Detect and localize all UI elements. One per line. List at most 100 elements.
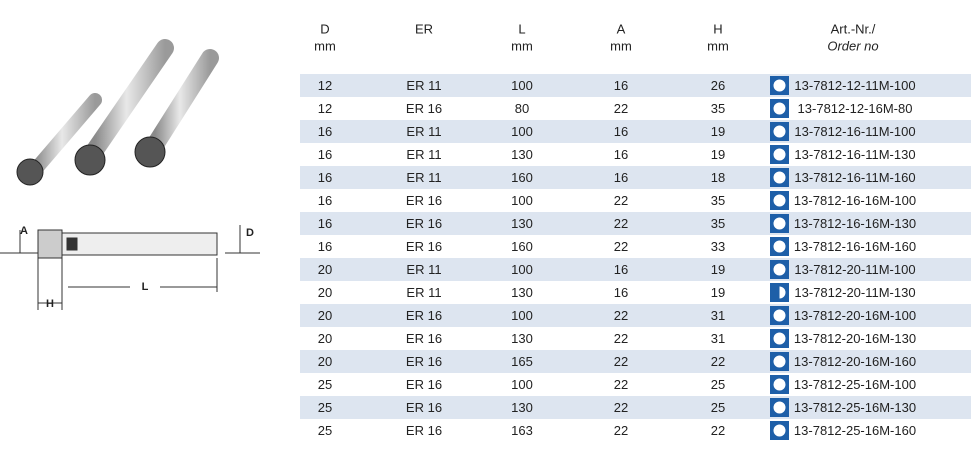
cell: ER 11 xyxy=(406,285,441,300)
cell: 20 xyxy=(318,262,332,277)
cell: ER 16 xyxy=(406,423,442,438)
cell: 16 xyxy=(318,124,332,139)
stock-dot xyxy=(773,194,786,207)
cell: 19 xyxy=(711,147,725,162)
cell: 13-7812-25-16M-100 xyxy=(794,377,916,392)
technical-drawing xyxy=(0,225,260,310)
cell: 13-7812-16-11M-130 xyxy=(794,147,915,162)
column-header: ER xyxy=(415,21,433,36)
cell: 13-7812-20-11M-130 xyxy=(794,285,915,300)
cell: 100 xyxy=(511,78,533,93)
stock-dot xyxy=(779,286,786,299)
stock-dot xyxy=(773,424,786,437)
column-header-unit: mm xyxy=(610,38,632,53)
cell: ER 16 xyxy=(406,308,442,323)
cell: 13-7812-12-11M-100 xyxy=(794,78,915,93)
cell: 22 xyxy=(711,423,725,438)
cell: 13-7812-16-11M-160 xyxy=(794,170,915,185)
cell: 16 xyxy=(614,124,628,139)
column-header: H xyxy=(713,21,722,36)
cell: 31 xyxy=(711,331,725,346)
cell: 16 xyxy=(614,285,628,300)
cell: 130 xyxy=(511,216,533,231)
cell: 16 xyxy=(318,239,332,254)
cell: 13-7812-16-11M-100 xyxy=(794,124,915,139)
column-header: L xyxy=(518,21,525,36)
dim-label: H xyxy=(46,298,54,310)
cell: 19 xyxy=(711,262,725,277)
cell: 22 xyxy=(614,216,628,231)
cell: 31 xyxy=(711,308,725,323)
cell: 16 xyxy=(318,216,332,231)
cell: 16 xyxy=(318,170,332,185)
cell: ER 11 xyxy=(406,124,441,139)
cell: 12 xyxy=(318,78,332,93)
cell: 13-7812-20-11M-100 xyxy=(794,262,915,277)
cell: 16 xyxy=(614,170,628,185)
cell: 19 xyxy=(711,285,725,300)
cell: ER 16 xyxy=(406,193,442,208)
cell: 13-7812-25-16M-160 xyxy=(794,423,916,438)
stock-dot xyxy=(773,148,786,161)
stock-dot xyxy=(773,125,786,138)
cell: 165 xyxy=(511,354,533,369)
cell: 25 xyxy=(711,377,725,392)
cell: ER 16 xyxy=(406,377,442,392)
cell: 130 xyxy=(511,400,533,415)
cell: ER 16 xyxy=(406,101,442,116)
stock-dot xyxy=(773,309,786,322)
cell: 100 xyxy=(511,377,533,392)
cell: 26 xyxy=(711,78,725,93)
cell: 22 xyxy=(614,239,628,254)
cell: 13-7812-20-16M-100 xyxy=(794,308,916,323)
cell: 13-7812-16-16M-130 xyxy=(794,216,916,231)
cell: 22 xyxy=(614,354,628,369)
cell: ER 16 xyxy=(406,331,442,346)
row-shade xyxy=(300,258,971,281)
stock-dot xyxy=(773,332,786,345)
cell: 160 xyxy=(511,170,533,185)
row-shade xyxy=(300,166,971,189)
cell: 20 xyxy=(318,354,332,369)
cell: 20 xyxy=(318,308,332,323)
cell: 25 xyxy=(711,400,725,415)
cell: ER 11 xyxy=(406,147,441,162)
cell: 80 xyxy=(515,101,529,116)
row-shade xyxy=(300,212,971,235)
column-header: A xyxy=(617,21,626,36)
cell: 22 xyxy=(614,423,628,438)
cell: ER 11 xyxy=(406,78,441,93)
cell: 20 xyxy=(318,331,332,346)
dim-label: L xyxy=(142,281,149,293)
dim-label: D xyxy=(246,227,254,239)
cell: 13-7812-16-16M-160 xyxy=(794,239,916,254)
column-header-unit: mm xyxy=(707,38,729,53)
stock-dot xyxy=(773,240,786,253)
cell: ER 16 xyxy=(406,239,442,254)
column-header-unit: mm xyxy=(314,38,336,53)
cell: 16 xyxy=(318,147,332,162)
cell: 19 xyxy=(711,124,725,139)
cell: 130 xyxy=(511,331,533,346)
row-shade xyxy=(300,350,971,373)
cell: 35 xyxy=(711,193,725,208)
cell: 100 xyxy=(511,193,533,208)
cell: 22 xyxy=(614,308,628,323)
stock-dot xyxy=(773,102,786,115)
row-shade xyxy=(300,304,971,327)
cell: 22 xyxy=(614,193,628,208)
cell: ER 16 xyxy=(406,354,442,369)
row-shade xyxy=(300,120,971,143)
cell: 13-7812-20-16M-130 xyxy=(794,331,916,346)
cell: 25 xyxy=(318,400,332,415)
cell: ER 16 xyxy=(406,216,442,231)
cell: 25 xyxy=(318,423,332,438)
cell: 13-7812-20-16M-160 xyxy=(794,354,916,369)
stock-dot xyxy=(773,217,786,230)
stock-dot xyxy=(773,378,786,391)
product-photo xyxy=(16,39,219,186)
column-header-unit: Order no xyxy=(827,38,878,53)
cell: 100 xyxy=(511,124,533,139)
cell: ER 11 xyxy=(406,170,441,185)
